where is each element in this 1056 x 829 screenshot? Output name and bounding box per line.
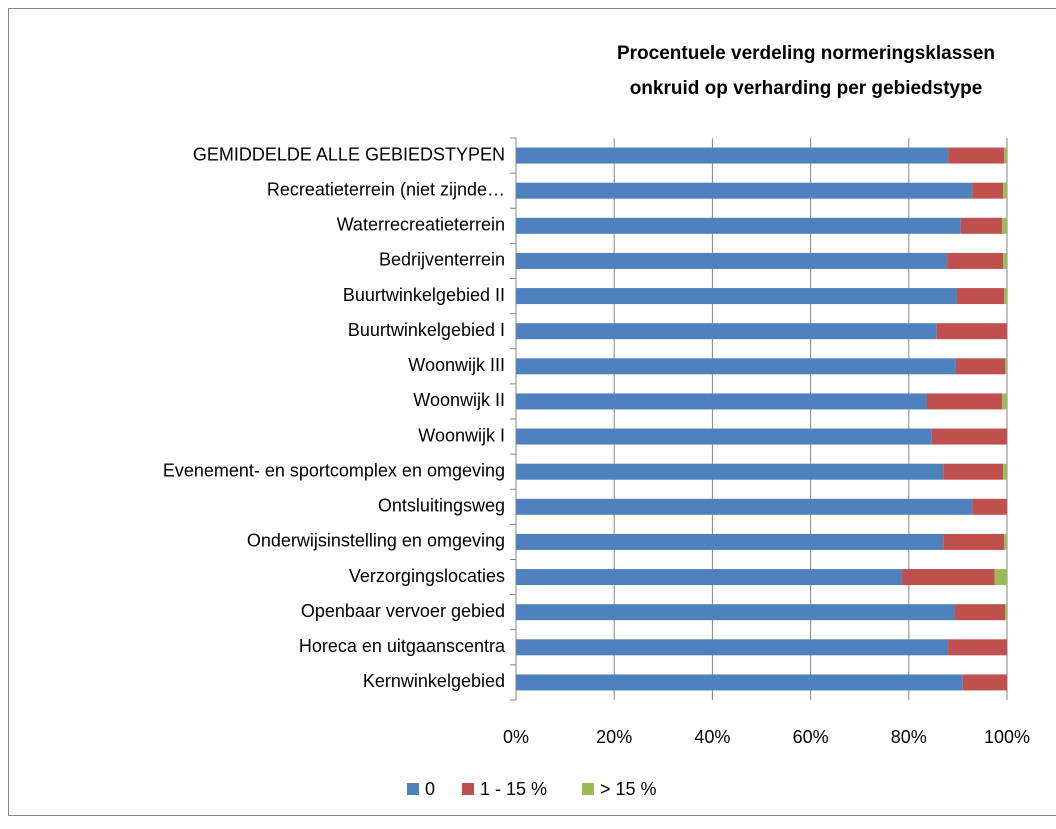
bar-segment	[516, 358, 956, 374]
bar-segment	[902, 569, 995, 585]
bar-segment	[516, 604, 955, 620]
bar-segment	[516, 569, 902, 585]
y-tick-label: Buurtwinkelgebied II	[343, 285, 505, 305]
bar-segment	[972, 183, 1003, 199]
bar-segment	[947, 253, 1003, 269]
bar-segment	[516, 323, 937, 339]
x-tick-label: 80%	[891, 727, 927, 747]
bar-segment	[516, 464, 943, 480]
legend-label: > 15 %	[600, 779, 657, 799]
bar-segment	[516, 674, 963, 690]
bar-segment	[927, 393, 1002, 409]
y-tick-label: Evenement- en sportcomplex en omgeving	[163, 460, 505, 480]
bar-segment	[1002, 393, 1007, 409]
chart-title: Procentuele verdeling normeringsklassen	[617, 43, 995, 64]
y-tick-label: Horeca en uitgaanscentra	[299, 636, 506, 656]
bar-segment	[1004, 148, 1007, 164]
bar-segment	[961, 218, 1002, 234]
bar-segment	[955, 604, 1005, 620]
bar-segment	[516, 288, 957, 304]
bar-segment	[516, 534, 943, 550]
bar-segment	[516, 253, 947, 269]
bar-segment	[943, 464, 1003, 480]
y-tick-label: Kernwinkelgebied	[363, 671, 505, 691]
y-tick-label: Woonwijk I	[418, 425, 505, 445]
x-tick-label: 20%	[596, 727, 632, 747]
bar-segment	[516, 183, 972, 199]
chart-title: onkruid op verharding per gebiedstype	[630, 78, 983, 99]
bar-segment	[943, 534, 1004, 550]
x-tick-label: 40%	[694, 727, 730, 747]
bar-segment	[937, 323, 1007, 339]
bar-segment	[516, 499, 972, 515]
chart-frame	[9, 9, 1056, 816]
bar-segment	[1005, 358, 1007, 374]
bar-segment	[963, 674, 1007, 690]
y-tick-label: Recreatieterrein (niet zijnde…	[267, 179, 505, 199]
y-tick-label: Buurtwinkelgebied I	[348, 320, 505, 340]
bar-segment	[948, 148, 1004, 164]
legend-label: 1 - 15 %	[480, 779, 547, 799]
bar-segment	[972, 499, 1007, 515]
y-tick-label: Onderwijsinstelling en omgeving	[247, 531, 505, 551]
bar-segment	[1003, 464, 1007, 480]
bar-segment	[516, 148, 948, 164]
bar-segment	[516, 218, 961, 234]
bar-segment	[516, 639, 948, 655]
bar-segment	[956, 358, 1005, 374]
bar-segment	[516, 393, 927, 409]
bar-segment	[1003, 183, 1007, 199]
y-tick-label: Bedrijventerrein	[379, 250, 505, 270]
legend-swatch	[462, 783, 474, 795]
y-tick-label: GEMIDDELDE ALLE GEBIEDSTYPEN	[193, 144, 505, 164]
legend-swatch	[407, 783, 419, 795]
bar-segment	[1004, 534, 1007, 550]
y-tick-label: Waterrecreatieterrein	[337, 215, 505, 235]
y-tick-label: Woonwijk II	[413, 390, 505, 410]
bar-segment	[948, 639, 1007, 655]
y-tick-label: Openbaar vervoer gebied	[301, 601, 505, 621]
y-tick-label: Verzorgingslocaties	[349, 566, 505, 586]
legend-label: 0	[425, 779, 435, 799]
legend-swatch	[582, 783, 594, 795]
bar-segment	[1004, 288, 1007, 304]
bar-segment	[995, 569, 1007, 585]
x-tick-label: 100%	[984, 727, 1030, 747]
x-tick-label: 60%	[793, 727, 829, 747]
bar-segment	[1003, 253, 1007, 269]
bar-segment	[932, 429, 1007, 445]
y-tick-label: Woonwijk III	[408, 355, 505, 375]
bar-segment	[1005, 604, 1007, 620]
bar-segment	[957, 288, 1004, 304]
y-tick-label: Ontsluitingsweg	[378, 496, 505, 516]
bar-segment	[1002, 218, 1007, 234]
x-tick-label: 0%	[503, 727, 529, 747]
bar-segment	[516, 429, 932, 445]
